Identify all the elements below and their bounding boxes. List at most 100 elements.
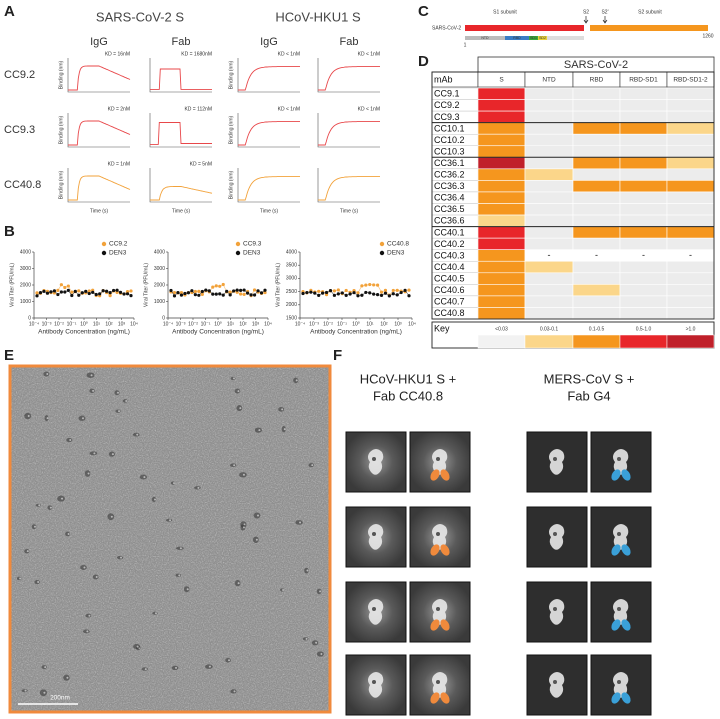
point xyxy=(105,289,109,293)
heat-cell xyxy=(619,180,668,193)
point xyxy=(108,291,112,295)
trace xyxy=(302,284,410,296)
heat-cell xyxy=(572,122,621,135)
segment xyxy=(590,25,708,31)
particle xyxy=(165,518,173,522)
point xyxy=(87,291,91,296)
row-label: CC36.2 xyxy=(434,170,465,180)
axis xyxy=(237,168,300,203)
row-label: CC40.4 xyxy=(434,262,465,272)
particle xyxy=(114,390,120,396)
particle-detail xyxy=(553,680,557,684)
row-label: CC9.3 xyxy=(4,124,35,136)
row-label: CC40.2 xyxy=(434,239,465,249)
particle-detail xyxy=(372,680,376,684)
point xyxy=(38,290,43,295)
key-range: <0.03 xyxy=(495,326,508,332)
key-swatch xyxy=(666,334,715,349)
y-axis-label: Binding (nm) xyxy=(228,171,234,200)
point xyxy=(193,293,197,297)
key-range: 0.5-1.0 xyxy=(636,326,652,332)
heat-cell xyxy=(572,203,621,216)
point xyxy=(245,291,250,295)
group-title: MERS-CoV S + xyxy=(544,371,635,386)
heat-cell xyxy=(666,260,715,274)
point xyxy=(87,289,91,293)
particle xyxy=(549,599,565,625)
heat-cell xyxy=(524,284,574,297)
heat-cell xyxy=(524,237,574,250)
x-tick-label: 10⁻⁴ xyxy=(295,321,305,327)
point xyxy=(111,288,116,293)
particle-core xyxy=(186,588,189,591)
fab xyxy=(430,692,440,704)
point xyxy=(356,294,360,298)
column-header: S xyxy=(499,77,504,84)
column-header: mAb xyxy=(434,74,453,84)
heat-cell xyxy=(477,133,526,147)
particle-core xyxy=(69,439,72,442)
point xyxy=(249,293,253,297)
x-tick-label: 10⁰ xyxy=(80,321,88,327)
heat-cell xyxy=(619,226,668,239)
column-title: IgG xyxy=(90,36,108,48)
x-axis-label: Antibody Concentration (ng/mL) xyxy=(38,329,130,336)
particle-core xyxy=(295,379,298,382)
heat-cell xyxy=(619,214,668,227)
kd-label: KD < 1nM xyxy=(358,51,380,57)
heat-cell xyxy=(619,145,668,158)
sensorgram xyxy=(318,176,380,201)
point xyxy=(179,293,184,297)
point xyxy=(379,290,384,294)
kd-label: KD = 2nM xyxy=(108,106,130,112)
particle-detail xyxy=(372,607,376,611)
x-tick-label: 10⁻⁴ xyxy=(163,321,173,327)
point xyxy=(399,290,403,295)
x-tick-label: 10⁻¹ xyxy=(201,321,211,327)
particle-core xyxy=(27,414,30,417)
particle-detail xyxy=(553,457,557,461)
row-label: CC40.8 xyxy=(4,179,41,191)
heat-cell xyxy=(619,191,668,204)
x-tick-label: 10³ xyxy=(252,321,260,327)
point xyxy=(263,290,267,295)
point xyxy=(115,288,119,292)
particle-core xyxy=(175,666,178,669)
fab xyxy=(621,619,631,631)
table-border xyxy=(431,71,715,320)
particle-core xyxy=(154,612,157,615)
heat-cell xyxy=(477,307,526,320)
row-label: CC9.3 xyxy=(434,112,460,122)
particle-core xyxy=(66,676,69,679)
point xyxy=(328,289,333,293)
particle-core xyxy=(258,429,261,432)
domain-name: RBD xyxy=(513,36,521,40)
heat-cell xyxy=(666,295,715,308)
particle xyxy=(44,415,49,422)
heat-cell xyxy=(572,133,621,147)
x-tick-label: 10⁻¹ xyxy=(337,321,347,327)
x-tick-label: 10¹ xyxy=(93,321,101,327)
particle xyxy=(549,524,565,550)
particle-core xyxy=(179,547,182,550)
particle-core xyxy=(83,566,86,569)
heat-cell xyxy=(524,145,574,158)
key-swatch xyxy=(572,334,621,349)
heat-cell xyxy=(666,203,715,216)
point xyxy=(403,288,407,292)
heat-cell xyxy=(666,307,715,320)
point xyxy=(372,292,376,296)
fab xyxy=(611,469,621,481)
heat-cell xyxy=(572,237,621,250)
point xyxy=(91,290,95,294)
particle xyxy=(281,425,286,433)
point xyxy=(200,289,204,294)
point xyxy=(344,293,348,297)
point xyxy=(42,289,46,293)
particle xyxy=(240,524,246,531)
axis xyxy=(167,252,268,319)
domain xyxy=(505,36,529,40)
key-swatch xyxy=(524,334,574,349)
point xyxy=(348,292,352,296)
legend-marker xyxy=(101,250,107,256)
